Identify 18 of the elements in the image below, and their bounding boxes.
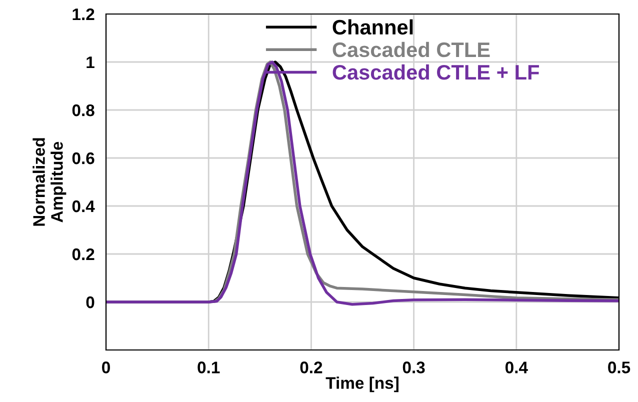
x-tick-label: 0.1 <box>198 362 220 374</box>
y-tick-label: 0.4 <box>72 200 95 212</box>
y-tick-label: 0.2 <box>72 248 94 260</box>
x-axis-title: Time [ns] <box>326 376 398 392</box>
y-tick-label: 0 <box>86 296 94 308</box>
y-tick-label: 1 <box>86 56 94 68</box>
x-tick-label: 0.4 <box>505 362 528 374</box>
y-tick-label: 1.2 <box>72 8 94 20</box>
x-tick-label: 0.3 <box>402 362 425 374</box>
legend-label: Channel <box>332 19 413 35</box>
y-tick-label: 0.6 <box>72 152 94 164</box>
legend-label: Cascaded CTLE <box>332 42 490 58</box>
x-tick-label: 0.5 <box>608 362 630 374</box>
x-tick-label: 0 <box>102 362 110 374</box>
legend-label: Cascaded CTLE + LF <box>332 64 539 80</box>
y-axis-title: Normalized Amplitude <box>32 138 66 226</box>
y-tick-label: 0.8 <box>72 104 94 116</box>
x-tick-label: 0.2 <box>300 362 322 374</box>
